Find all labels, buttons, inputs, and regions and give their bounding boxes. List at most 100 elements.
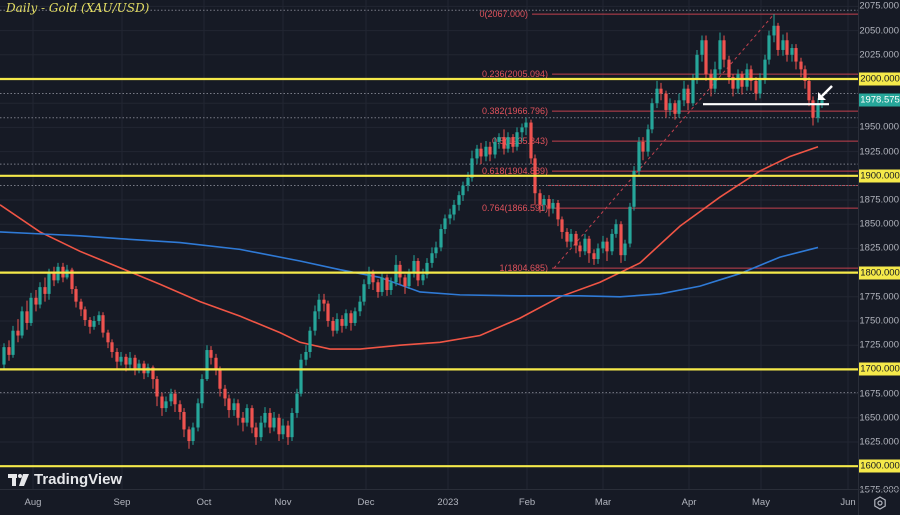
tradingview-logo[interactable]: TradingView <box>8 471 122 488</box>
price-axis-label: 1775.000 <box>859 291 899 303</box>
chart-title: Daily - Gold (XAU/USD) <box>6 1 150 15</box>
candle-bear <box>556 202 560 220</box>
candle-bear <box>722 40 726 60</box>
candle-bull <box>632 170 636 207</box>
candle-bear <box>398 264 402 278</box>
candle-bear <box>376 282 380 292</box>
candle-bull <box>610 233 614 252</box>
time-axis-label: Apr <box>681 497 697 508</box>
candle-bull <box>677 100 681 114</box>
time-axis[interactable]: Aug Sep Oct Nov Dec 2023 Feb Mar Apr May Jun <box>0 489 858 515</box>
candle-bull <box>448 214 452 219</box>
candle-bear <box>641 141 645 152</box>
candle-bear <box>214 357 218 370</box>
candle-bull <box>637 141 641 171</box>
candle-bear <box>268 412 272 428</box>
tradingview-logo-icon <box>8 473 29 486</box>
price-axis-label: 1825.000 <box>859 242 899 254</box>
time-axis-label: Sep <box>113 497 131 508</box>
candle-bear <box>7 347 11 355</box>
candle-bear <box>236 403 240 418</box>
candle-bull <box>281 425 285 435</box>
candle-bear <box>704 40 708 75</box>
candle-bull <box>128 357 132 365</box>
time-axis-label: Dec <box>357 497 375 508</box>
candle-bull <box>452 204 456 215</box>
candle-bull <box>736 74 740 89</box>
candle-bear <box>547 199 551 209</box>
candle-bull <box>29 297 33 323</box>
candle-bear <box>124 356 128 365</box>
candle-bear <box>209 350 213 358</box>
candle-bull <box>524 122 528 128</box>
candle-bull <box>767 35 771 60</box>
candle-bull <box>520 127 524 133</box>
candle-bear <box>803 69 807 81</box>
candle-bear <box>101 315 105 333</box>
candle-bear <box>160 396 164 409</box>
candle-bull <box>497 137 501 142</box>
arrow-head-icon <box>818 92 826 100</box>
candle-bear <box>592 253 596 260</box>
candle-bull <box>263 412 267 423</box>
candle-bull <box>763 59 767 79</box>
price-axis[interactable]: 2075.000 2050.000 2025.000 1950.000 1925.000… <box>858 0 900 496</box>
candle-bull <box>290 412 294 438</box>
candle-bear <box>115 351 119 362</box>
candle-bull <box>655 88 659 104</box>
price-level-tag: 1600.000 <box>859 459 900 473</box>
candle-bull <box>196 403 200 428</box>
candle-bull <box>380 277 384 292</box>
candle-bear <box>560 219 564 232</box>
candle-bull <box>362 284 366 302</box>
candle-bull <box>646 129 650 152</box>
fib-level-label: 0(2067.000) <box>479 9 528 19</box>
candle-bull <box>457 195 461 205</box>
candle-bull <box>758 79 762 94</box>
fib-level-label: 0.618(1904.889) <box>482 166 548 176</box>
candle-bear <box>173 393 177 405</box>
price-level-tag: 1800.000 <box>859 266 900 280</box>
candle-bull <box>443 218 447 230</box>
price-plot-area[interactable]: 0(2067.000) 0.236(2005.094) 0.382(1966.796… <box>0 0 858 489</box>
candle-bear <box>331 321 335 331</box>
moving-average-red <box>0 146 819 350</box>
candle-bear <box>574 233 578 246</box>
candle-bull <box>614 224 618 234</box>
candle-bull <box>506 137 510 149</box>
candle-bull <box>92 321 96 327</box>
candle-bear <box>776 25 780 50</box>
fib-level-label: 0.764(1866.591) <box>482 203 548 213</box>
candle-bear <box>241 417 245 423</box>
candle-bear <box>578 245 582 252</box>
settings-button[interactable] <box>858 489 900 515</box>
price-axis-label: 2025.000 <box>859 49 899 61</box>
fib-level-label: 1(1804.685) <box>499 263 548 273</box>
candle-bull <box>308 330 312 352</box>
candle-bear <box>151 367 155 380</box>
candle-bull <box>484 146 488 157</box>
candle-bull <box>97 315 101 321</box>
current-price-tag: 1978.575 <box>859 93 900 107</box>
candle-bear <box>182 411 186 430</box>
candle-bull <box>200 379 204 404</box>
candle-bear <box>155 379 159 397</box>
candle-bear <box>133 357 137 370</box>
price-axis-label: 1750.000 <box>859 315 899 327</box>
candle-bear <box>785 40 789 55</box>
candle-bull <box>466 177 470 186</box>
candle-bull <box>11 330 15 355</box>
candle-bear <box>727 59 731 78</box>
candle-bear <box>565 231 569 242</box>
candle-bear <box>52 272 56 281</box>
candle-bull <box>295 393 299 413</box>
price-level-tag: 1900.000 <box>859 169 900 183</box>
candle-bear <box>70 269 74 290</box>
candle-bear <box>754 80 758 94</box>
candle-bull <box>367 272 371 285</box>
candle-bull <box>313 311 317 331</box>
candle-bull <box>389 282 393 291</box>
time-axis-label: Nov <box>274 497 292 508</box>
candle-bull <box>407 272 411 287</box>
candle-bull <box>816 103 820 118</box>
